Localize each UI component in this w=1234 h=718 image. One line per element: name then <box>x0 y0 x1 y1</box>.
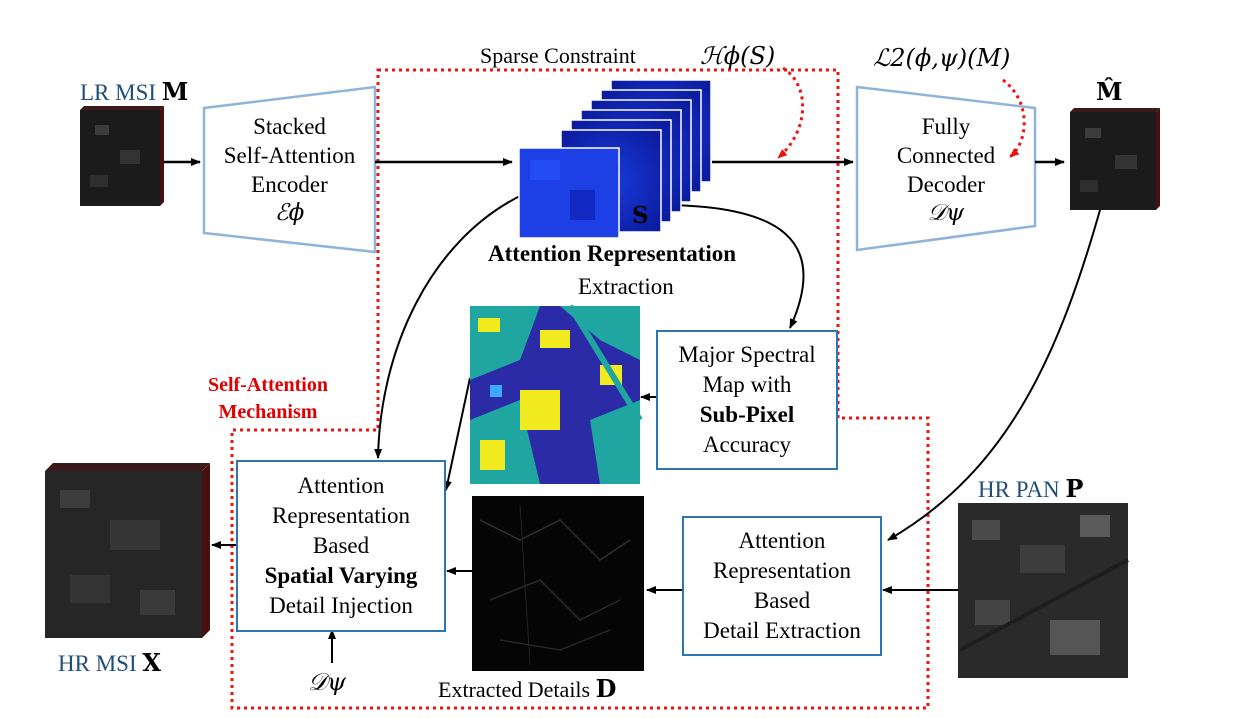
lr-msi-label: LR MSI M <box>80 77 189 106</box>
sparse-constraint-arrow <box>777 66 805 160</box>
self-attention-mechanism-label: Self-Attention Mechanism <box>208 374 328 423</box>
arrow-s-to-injection <box>374 194 523 459</box>
sparse-constraint-label: Sparse Constraint <box>480 43 636 68</box>
major-spectral-map-box: Major Spectral Map with Sub-Pixel Accura… <box>656 330 838 470</box>
decoder-shape <box>855 85 1037 252</box>
extraction-label: Extraction <box>578 274 674 299</box>
decoder-symbol-bottom: 𝒟ψ <box>308 668 346 696</box>
hr-msi-label: HR MSI X <box>58 648 161 677</box>
attention-representation-stack <box>518 79 712 239</box>
extracted-details-image <box>472 496 644 671</box>
loss-constraint-arrow <box>1002 78 1026 159</box>
major-spectral-map-image <box>470 304 643 484</box>
arrow-map-to-injection <box>443 377 471 491</box>
hr-pan-label: HR PAN P <box>978 474 1084 503</box>
m-hat-image <box>1070 108 1160 210</box>
hr-pan-image <box>958 503 1129 678</box>
m-hat-label: M̂ <box>1096 77 1123 106</box>
encoder-shape <box>202 85 377 254</box>
s-label: S <box>632 202 649 229</box>
encoder-label: Stacked Self-Attention Encoder ℰϕ <box>223 114 356 226</box>
extracted-details-label: Extracted Details D <box>438 674 617 703</box>
attention-representation-label: Attention Representation <box>488 241 737 266</box>
arrow-s-to-major-spectral <box>659 204 805 329</box>
detail-extraction-box: Attention Representation Based Detail Ex… <box>682 516 882 656</box>
decoder-label: Fully Connected Decoder 𝒟ψ <box>896 114 996 226</box>
detail-injection-box: Attention Representation Based Spatial V… <box>236 460 446 632</box>
hr-msi-image <box>45 463 210 638</box>
loss-symbol: ℒ2(ϕ,ψ)(M) <box>873 44 1011 72</box>
lr-msi-image <box>80 106 164 206</box>
arrow-mhat-to-detail-extraction <box>887 209 1101 541</box>
self-attention-mechanism-outline <box>230 68 930 710</box>
sparse-constraint-symbol: ℋϕ(S) <box>700 42 776 70</box>
